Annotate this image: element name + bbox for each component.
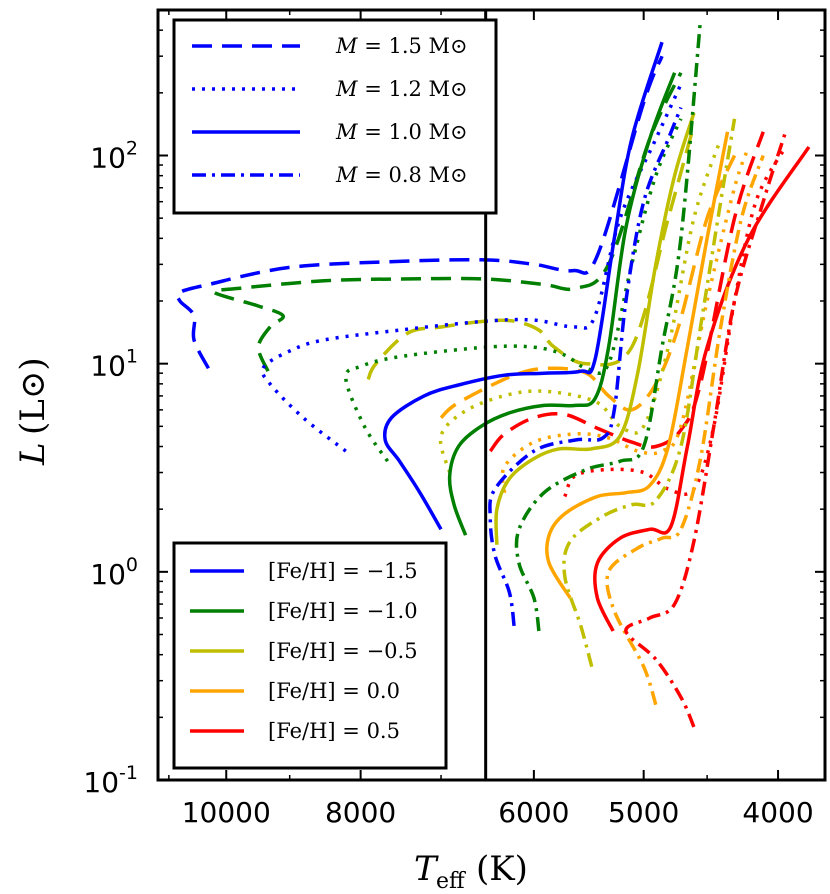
legend-feh-label-0: [Fe/H] = −1.5	[268, 559, 418, 583]
series-line-19	[624, 131, 788, 728]
series-line-7	[438, 138, 723, 473]
plot-frame	[156, 8, 827, 782]
y-axis-label-main: L	[13, 442, 53, 466]
series-line-3	[439, 154, 737, 420]
legend-feh: [Fe/H] = −1.5 [Fe/H] = −1.0 [Fe/H] = −0.5 […	[172, 541, 448, 770]
x-axis-label: T eff (K)	[414, 849, 528, 894]
x-tick-label-1: 8000	[325, 796, 396, 829]
series-line-0	[175, 55, 664, 370]
series-layer	[175, 19, 811, 728]
series-line-10	[382, 41, 664, 531]
series-line-8	[500, 146, 751, 493]
series-line-11	[447, 72, 677, 536]
series-line-12	[494, 112, 696, 545]
y-tick-label-3: 10-1	[83, 762, 138, 799]
y-tick-label-0: 102	[90, 138, 138, 175]
x-axis-label-main: T	[414, 849, 439, 889]
legend-feh-label-2: [Fe/H] = −0.5	[268, 639, 418, 663]
series-line-6	[344, 118, 683, 463]
series-line-14	[593, 145, 811, 632]
x-tick-label-3: 5000	[608, 796, 679, 829]
series-line-16	[514, 19, 703, 632]
legend-mass: M = 1.5 M⊙ M = 1.2 M⊙ M = 1.0 M⊙ M = 0.8 M⊙	[172, 18, 498, 215]
x-axis-label-sub: eff	[436, 869, 466, 894]
legend-mass-label-1: M = 1.2 M⊙	[335, 77, 468, 101]
series-line-13	[545, 131, 730, 599]
x-axis-label-unit: (K)	[476, 849, 528, 889]
legend-feh-label-3: [Fe/H] = 0.0	[268, 679, 400, 703]
legend-mass-label-0: M = 1.5 M⊙	[335, 34, 468, 58]
series-line-4	[488, 131, 765, 453]
legend-feh-label-1: [Fe/H] = −1.0	[268, 599, 418, 623]
x-tick-label-4: 4000	[742, 796, 813, 829]
x-tick-label-2: 6000	[498, 796, 569, 829]
axis-ticks: 10000 8000 6000 5000 4000 102 101 100 10-1	[83, 10, 825, 829]
legend-mass-label-3: M = 0.8 M⊙	[335, 163, 468, 187]
legend-mass-label-2: M = 1.0 M⊙	[335, 120, 468, 144]
y-tick-label-2: 100	[90, 554, 138, 591]
series-line-18	[605, 154, 765, 706]
x-tick-label-0: 10000	[182, 796, 271, 829]
legend-feh-label-4: [Fe/H] = 0.5	[268, 719, 400, 743]
series-line-17	[562, 118, 737, 668]
y-axis-label: L (L⊙)	[13, 357, 53, 466]
y-axis-label-unit: (L⊙)	[13, 357, 53, 435]
y-tick-label-1: 101	[90, 346, 138, 383]
legend-mass-box	[172, 18, 498, 215]
